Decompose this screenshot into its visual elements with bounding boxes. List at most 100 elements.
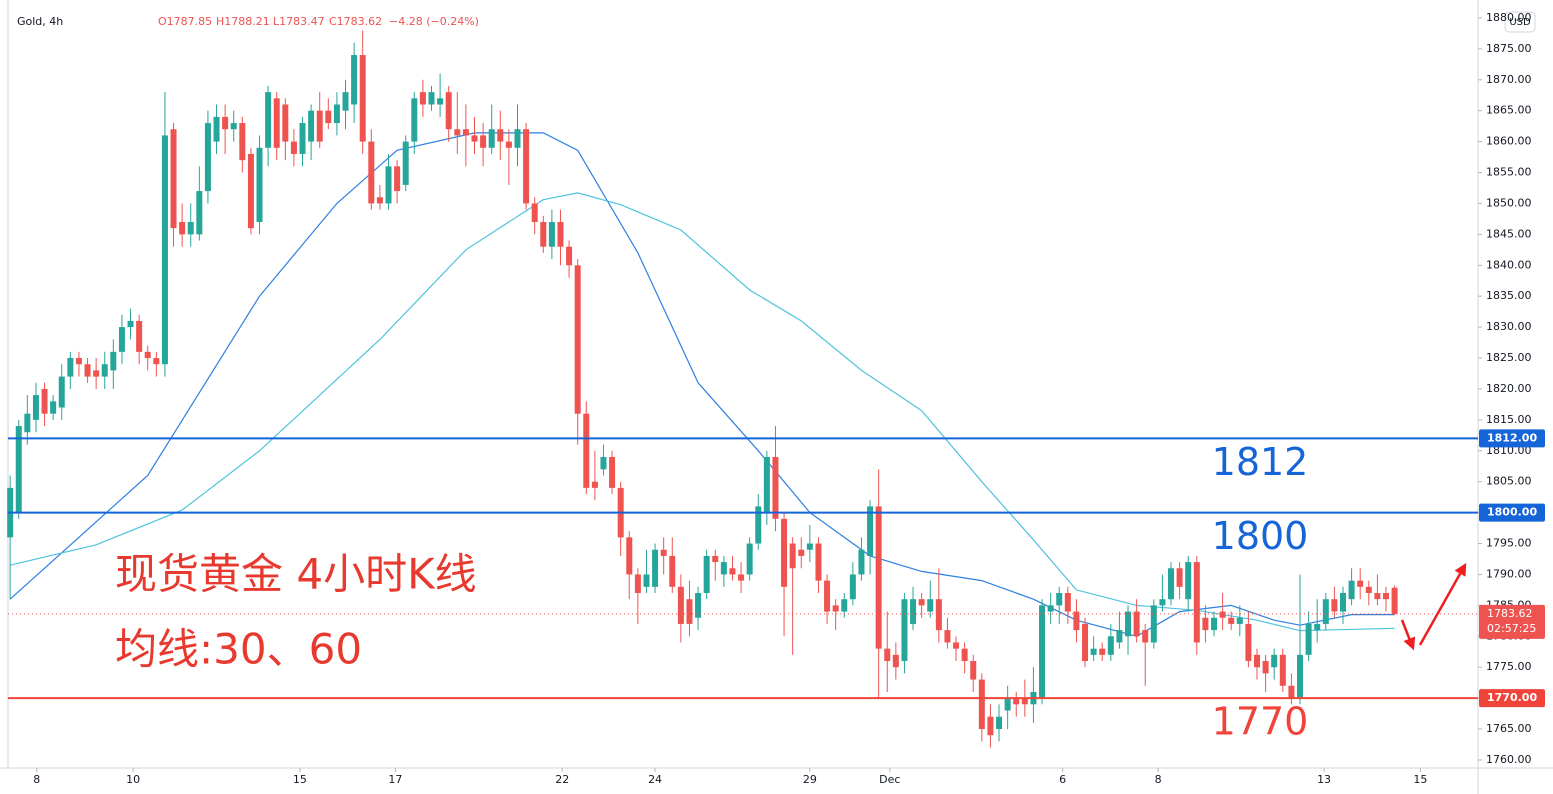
candle-body — [720, 562, 727, 575]
candle-body — [75, 358, 82, 365]
candle-body — [1107, 636, 1114, 655]
candle-body — [514, 129, 521, 148]
candle-body — [136, 320, 143, 352]
candle-body — [772, 456, 779, 519]
annotation: 现货黄金 4小时K线 — [115, 550, 477, 599]
y-tick-label: 1835.00 — [1486, 289, 1532, 302]
candle-body — [497, 129, 504, 142]
y-tick-label: 1830.00 — [1486, 320, 1532, 333]
candle-body — [669, 555, 676, 587]
candle-body — [161, 135, 168, 365]
candle-body — [411, 98, 418, 142]
candle-body — [841, 599, 848, 612]
candle-body — [548, 221, 555, 247]
candle-body — [282, 104, 289, 142]
candle-body — [583, 413, 590, 488]
candle-body — [84, 364, 91, 377]
candle-body — [523, 129, 530, 204]
candle-body — [910, 599, 917, 624]
candle-body — [1322, 599, 1329, 624]
candle-body — [686, 599, 693, 624]
candle-body — [763, 456, 770, 513]
candle-body — [1090, 648, 1097, 655]
price-label-bg — [1479, 604, 1545, 639]
candle-body — [342, 92, 349, 111]
candle-body — [480, 135, 487, 148]
candle-body — [531, 203, 538, 222]
candle-body — [832, 605, 839, 612]
candle-body — [488, 129, 495, 148]
candle-body — [316, 110, 323, 142]
candle-body — [660, 549, 667, 556]
y-tick-label: 1870.00 — [1486, 73, 1532, 86]
candle-body — [153, 358, 160, 365]
candle-body — [1288, 685, 1295, 699]
x-tick-label: 10 — [126, 773, 140, 786]
candle-body — [1236, 617, 1243, 624]
moving-average — [9, 132, 1395, 637]
candle-body — [695, 593, 702, 618]
candle-body — [927, 599, 934, 612]
candle-body — [978, 679, 985, 730]
arrow-up — [1418, 562, 1467, 646]
candle-body — [385, 166, 392, 204]
level-annotation: 1812 — [1212, 440, 1309, 484]
candle-body — [24, 413, 31, 433]
y-tick-label: 1805.00 — [1486, 475, 1532, 488]
x-tick-label: Dec — [879, 773, 900, 786]
candle-body — [901, 599, 908, 662]
moving-average — [9, 192, 1395, 632]
y-tick-label: 1840.00 — [1486, 258, 1532, 271]
candle-body — [265, 92, 272, 148]
currency-badge[interactable] — [1504, 11, 1536, 33]
candle-body — [50, 401, 57, 414]
candle-body — [196, 191, 203, 235]
candle-body — [1279, 654, 1286, 686]
x-tick-label: 15 — [293, 773, 307, 786]
ohlc-change: −4.28 (−0.24%) — [389, 15, 479, 28]
candle-body — [1082, 623, 1089, 662]
candle-body — [110, 351, 117, 371]
candle-body — [609, 456, 616, 488]
candle-body — [67, 358, 74, 377]
candle-body — [368, 141, 375, 204]
candle-body — [755, 506, 762, 544]
currency-label[interactable]: USD — [1509, 17, 1531, 28]
candle-body — [471, 135, 478, 142]
candle-body — [738, 574, 745, 581]
candle-body — [505, 141, 512, 148]
candle-body — [1056, 593, 1063, 606]
candle-body — [1064, 593, 1071, 612]
candle-body — [256, 147, 263, 222]
level-label: 1770.00 — [1487, 691, 1537, 704]
candle-body — [1314, 623, 1321, 631]
candle-body — [1185, 562, 1192, 600]
chart-title: Gold, 4h — [17, 15, 63, 28]
candle-body — [935, 599, 942, 631]
candle-body — [1348, 580, 1355, 600]
candle-body — [1391, 587, 1398, 614]
candle-body — [1133, 611, 1140, 637]
candle-body — [996, 716, 1003, 730]
candle-body — [875, 506, 882, 649]
candle-body — [428, 92, 435, 105]
candle-body — [1262, 661, 1269, 674]
x-tick-label: 15 — [1413, 773, 1427, 786]
candle-body — [1211, 617, 1218, 631]
candle-body — [213, 116, 220, 142]
candle-body — [308, 110, 315, 142]
y-tick-label: 1825.00 — [1486, 351, 1532, 364]
candle-body — [144, 351, 151, 359]
arrow-down — [1400, 619, 1416, 651]
annotation: 均线:30、60 — [115, 625, 362, 674]
candle-body — [643, 574, 650, 587]
candle-body — [540, 221, 547, 247]
y-tick-label: 1760.00 — [1486, 753, 1532, 766]
candle-body — [58, 376, 65, 408]
y-tick-label: 1820.00 — [1486, 382, 1532, 395]
candle-body — [626, 537, 633, 575]
candle-body — [394, 166, 401, 192]
x-tick-label: 13 — [1317, 773, 1331, 786]
candle-body — [462, 129, 469, 136]
